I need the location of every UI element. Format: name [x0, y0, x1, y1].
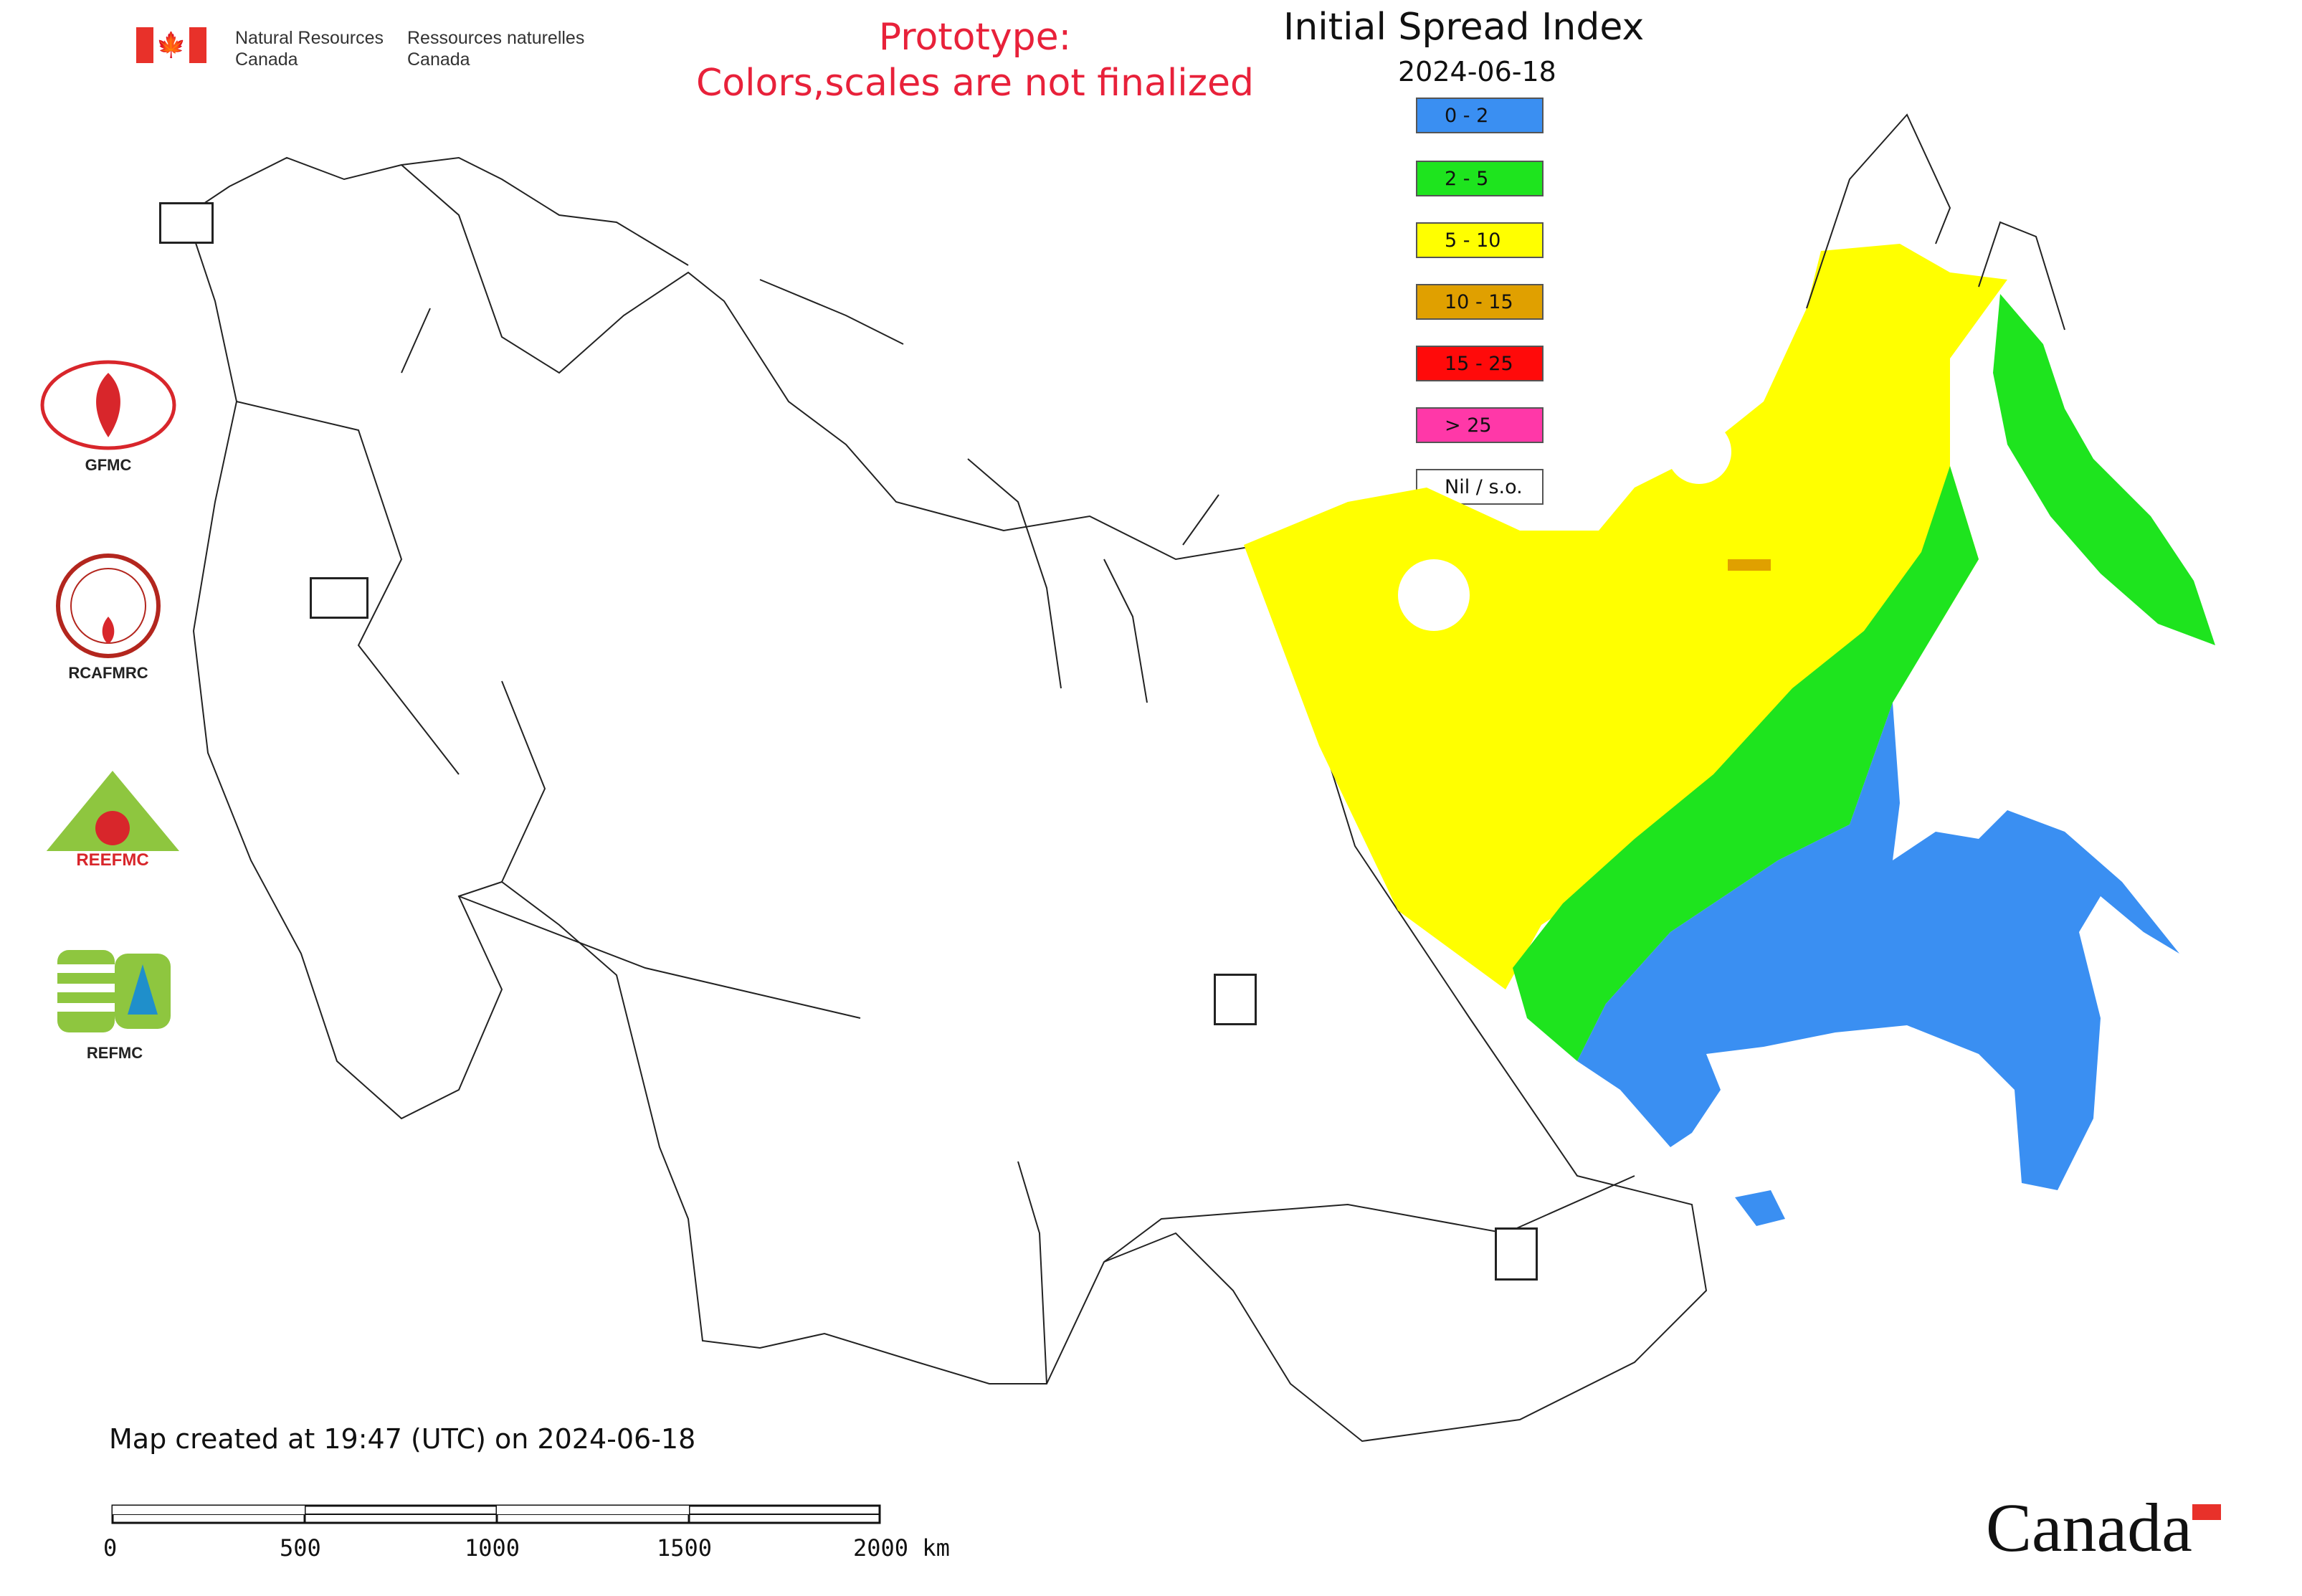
- reefmc-marker-icon: [310, 577, 368, 619]
- canada-flag-icon: 🍁: [136, 27, 206, 63]
- canada-wordmark: Canada: [1986, 1489, 2192, 1566]
- map-created-text: Map created at 19:47 (UTC) on 2024-06-18: [109, 1423, 696, 1455]
- legend-label: 2 - 5: [1445, 167, 1489, 190]
- isi-region-2-5-kamchatka: [1993, 294, 2215, 645]
- org-name-en: Natural Resources Canada: [235, 27, 393, 70]
- org-en-line1: Natural Resources: [235, 28, 384, 48]
- reefmc-emblem-icon: REEFMC: [36, 771, 190, 870]
- scale-label-0: 0: [103, 1534, 118, 1562]
- legend-label: > 25: [1445, 414, 1492, 437]
- nil-area: [1398, 559, 1470, 631]
- legend-item-0-2: 0 - 2: [1416, 98, 1544, 133]
- org-en-line2: Canada: [235, 49, 298, 70]
- legend-item-gt-25: > 25: [1416, 407, 1544, 443]
- border-lines: [236, 401, 1635, 1384]
- legend-label: 10 - 15: [1445, 290, 1513, 313]
- gfmc-marker-icon: [159, 202, 214, 244]
- refmc-caption: REFMC: [86, 1044, 143, 1062]
- legend-item-5-10: 5 - 10: [1416, 222, 1544, 258]
- legend-label: 0 - 2: [1445, 104, 1489, 127]
- coastline-north: [401, 156, 1219, 703]
- refmc-marker-icon: [1214, 974, 1257, 1025]
- reefmc-logo: REEFMC: [36, 771, 190, 871]
- scale-label-1500: 1500: [657, 1534, 713, 1562]
- org-name-fr: Ressources naturelles Canada: [407, 27, 594, 70]
- map-title: Initial Spread Index: [1283, 6, 1645, 49]
- isi-region-10-15: [1728, 559, 1771, 571]
- rcafmrc-caption: RCAFMRC: [68, 664, 148, 682]
- rcafmrc-logo: RCAFMRC: [54, 552, 162, 683]
- legend-label: Nil / s.o.: [1445, 475, 1523, 498]
- scale-bar: [111, 1504, 881, 1524]
- legend-label: 5 - 10: [1445, 229, 1501, 252]
- isi-region-2-5: [1513, 466, 1979, 1061]
- scale-label-500: 500: [280, 1534, 321, 1562]
- legend-item-15-25: 15 - 25: [1416, 346, 1544, 381]
- prototype-notice: Prototype: Colors,scales are not finaliz…: [681, 14, 1269, 106]
- map-date: 2024-06-18: [1398, 56, 1556, 87]
- wordmark-flag-icon: [2192, 1504, 2221, 1520]
- org-fr-line1: Ressources naturelles: [407, 28, 585, 48]
- scale-label-2000: 2000 km: [853, 1534, 950, 1562]
- rcafmrc-marker-icon: [1495, 1227, 1538, 1281]
- isi-region-0-2-sakhalin: [1735, 1190, 1785, 1226]
- nil-area: [1667, 419, 1731, 484]
- refmc-logo: REFMC: [57, 946, 172, 1063]
- legend-item-2-5: 2 - 5: [1416, 161, 1544, 196]
- nrcan-signature: 🍁 Natural Resources Canada Ressources na…: [136, 27, 594, 70]
- coastline-northeast: [1806, 113, 2065, 331]
- rcafmrc-emblem-icon: [56, 554, 161, 658]
- svg-text:REEFMC: REEFMC: [76, 850, 148, 870]
- legend-item-10-15: 10 - 15: [1416, 284, 1544, 320]
- legend-label: 15 - 25: [1445, 352, 1513, 375]
- prototype-line2: Colors,scales are not finalized: [695, 62, 1255, 105]
- prototype-line1: Prototype:: [878, 16, 1072, 59]
- refmc-emblem-icon: [57, 950, 171, 1032]
- gfmc-emblem-icon: [40, 360, 176, 450]
- isi-region-5-10: [1244, 244, 2007, 989]
- gfmc-logo: GFMC: [40, 358, 176, 475]
- org-fr-line2: Canada: [407, 49, 470, 70]
- gfmc-caption: GFMC: [85, 456, 132, 474]
- land-outline: [185, 156, 1708, 1443]
- scale-label-1000: 1000: [465, 1534, 520, 1562]
- isi-region-0-2: [1577, 703, 2179, 1190]
